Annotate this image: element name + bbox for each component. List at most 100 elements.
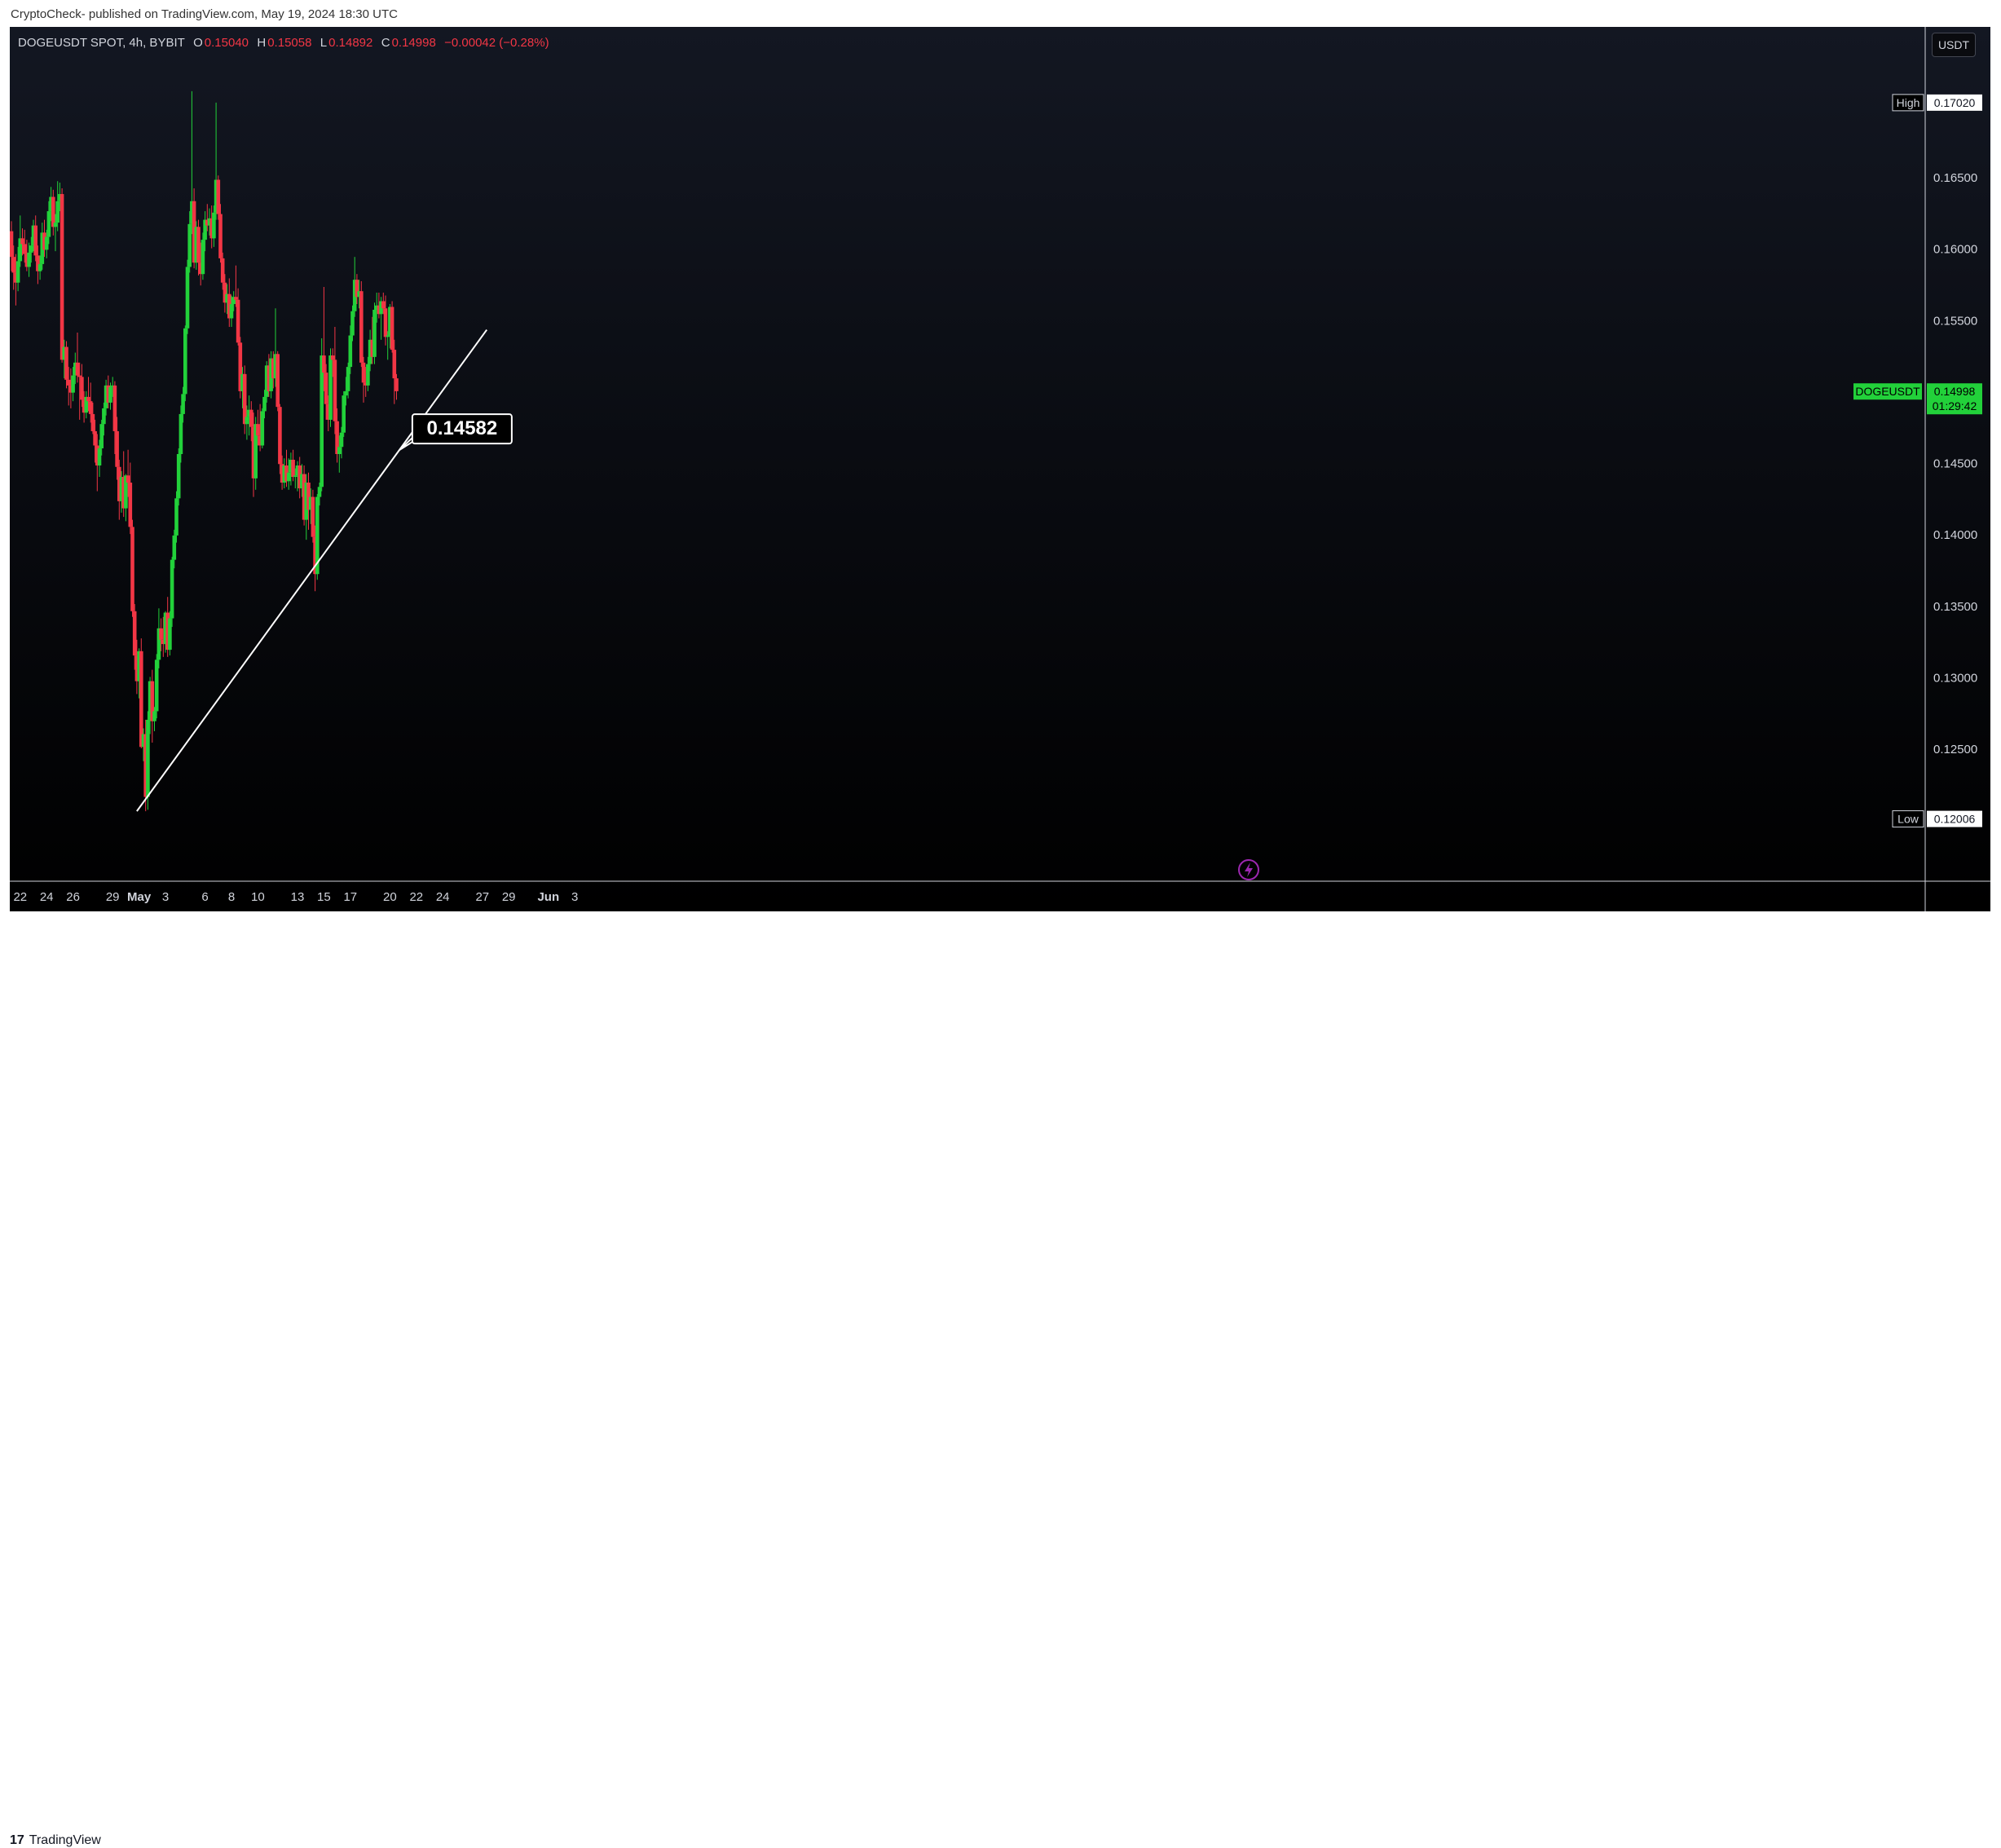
annotation-price: 0.14582 <box>426 417 497 439</box>
candle-down <box>128 483 133 527</box>
candle-up <box>99 424 104 448</box>
candles <box>10 90 399 812</box>
candle-up <box>366 364 370 386</box>
candle-up <box>229 303 234 319</box>
time-tick-label: 29 <box>106 890 120 904</box>
time-tick-label: 13 <box>291 890 305 904</box>
candle-up <box>308 496 313 510</box>
candle-down <box>361 362 366 383</box>
high-tag-label: High <box>1897 96 1920 109</box>
candle-up <box>201 240 205 275</box>
candle-up <box>46 211 51 237</box>
candle-up <box>187 223 192 267</box>
candle-up <box>286 472 291 482</box>
candle-up <box>97 448 102 466</box>
candle-down <box>251 426 256 479</box>
last-price-value: 0.14998 <box>1934 385 1976 398</box>
candle-down <box>66 379 71 386</box>
price-tick-label: 0.16500 <box>1933 171 1977 185</box>
candle-down <box>377 305 381 315</box>
candle-down <box>60 194 64 360</box>
symbol-info: DOGEUSDT SPOT, 4h, BYBIT <box>18 36 185 50</box>
candle-down <box>298 465 302 489</box>
candle-down <box>143 734 148 797</box>
chart-canvas[interactable]: 0.14582 0.165000.160000.155000.150000.14… <box>10 27 1990 911</box>
candle-down <box>68 385 73 393</box>
high-value: 0.15058 <box>267 36 312 50</box>
candle-up <box>40 232 45 264</box>
publication-header: CryptoCheck- published on TradingView.co… <box>0 0 2001 27</box>
time-tick-label: 6 <box>201 890 208 904</box>
candle-up <box>174 498 179 536</box>
candle-up <box>18 238 23 262</box>
candle-up <box>29 245 33 253</box>
time-tick-label: 15 <box>317 890 331 904</box>
high-price-box <box>1927 94 1982 111</box>
candle-down <box>209 218 214 239</box>
candle-down <box>198 262 203 275</box>
currency-unit-button[interactable]: USDT <box>1932 33 1976 57</box>
candle-down <box>192 201 196 263</box>
price-tick-label: 0.12500 <box>1933 743 1977 756</box>
low-tag-box <box>1892 810 1924 828</box>
candle-up <box>282 465 287 483</box>
candle-down <box>242 373 247 425</box>
time-tick-label: 26 <box>66 890 80 904</box>
candle-up <box>110 385 115 387</box>
trendline-group[interactable]: 0.14582 <box>136 329 513 812</box>
candle-down <box>223 282 227 303</box>
time-tick-label: 24 <box>436 890 450 904</box>
candle-up <box>141 734 146 748</box>
candle-down <box>115 430 119 467</box>
low-label: L <box>320 36 328 50</box>
candle-up <box>231 297 236 304</box>
candle-up <box>293 475 298 478</box>
candle-down <box>326 404 331 420</box>
candle-down <box>278 407 282 465</box>
candle-down <box>205 219 209 226</box>
candle-up <box>269 358 273 391</box>
candle-up <box>247 409 251 417</box>
candle-down <box>394 378 399 391</box>
candle-up <box>386 335 390 337</box>
candle-up <box>31 225 36 246</box>
candle-down <box>106 385 111 403</box>
candle-down <box>130 527 134 611</box>
candle-down <box>249 409 253 427</box>
time-tick-label: 3 <box>162 890 169 904</box>
price-tick-label: 0.13500 <box>1933 600 1977 614</box>
candle-up <box>342 395 346 433</box>
annotation-box <box>411 413 513 445</box>
time-tick-label: 22 <box>409 890 423 904</box>
candle-down <box>11 257 15 273</box>
candle-up <box>368 339 372 364</box>
candle-up <box>154 659 159 712</box>
candle-down <box>161 639 165 645</box>
candle-up <box>260 411 265 446</box>
candle-down <box>324 373 328 404</box>
candle-up <box>207 218 212 226</box>
candle-up <box>348 335 353 368</box>
candle-down <box>10 231 14 258</box>
candle-down <box>359 291 364 363</box>
candle-up <box>73 362 77 376</box>
candle-down <box>150 681 155 721</box>
low-value: 0.14892 <box>328 36 373 50</box>
price-markers: High 0.17020 Low 0.12006 DOGEUSDT 0.1499801:2… <box>1853 94 1982 828</box>
time-tick-label: 10 <box>251 890 265 904</box>
candle-up <box>289 460 293 473</box>
candle-up <box>245 417 249 425</box>
candle-up <box>203 219 207 240</box>
candle-up <box>185 267 190 329</box>
time-tick-label: 24 <box>40 890 54 904</box>
time-tick-label: 20 <box>383 890 397 904</box>
candle-up <box>262 396 267 412</box>
lightning-icon[interactable] <box>1238 859 1259 880</box>
tradingview-logo[interactable]: 17 TradingView <box>10 1833 101 1848</box>
candle-up <box>320 355 324 487</box>
candle-up <box>53 223 58 227</box>
candle-down <box>383 308 388 337</box>
candle-up <box>27 252 31 267</box>
candle-up <box>156 628 161 660</box>
candle-up <box>62 346 67 360</box>
